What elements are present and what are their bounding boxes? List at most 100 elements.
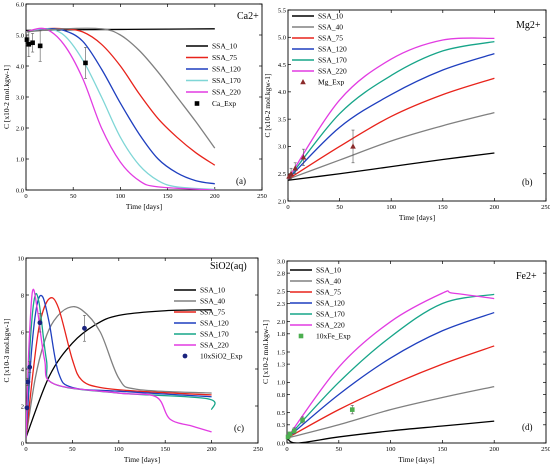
y-tick-label: 3.0 [278,144,286,151]
y-tick-label: 2.0 [16,125,24,132]
plot-frame [25,257,259,444]
series-line-ssa_220 [287,290,495,439]
series-line-unnamed [26,27,216,149]
legend-label: SSA_220 [212,88,241,97]
legend-label: SSA_120 [316,299,345,308]
y-tick-label: 4.0 [16,63,24,70]
legend-label: SSA_75 [212,53,237,62]
legend-label: SSA_220 [316,321,345,330]
legend-label: SSA_40 [200,297,225,306]
series-line-ssa_170 [26,28,215,190]
y-tick-label: 0.3 [277,422,285,429]
y-tick-label: 3.0 [16,94,24,101]
legend-label: SSA_10 [212,42,237,51]
legend: SSA_10 SSA_40 SSA_75 SSA_120 SSA_170 SSA_220 M… [292,12,347,87]
y-axis-label: C [x10-2 mol.kgw-1] [263,74,272,138]
series-line-ssa_220 [26,288,212,438]
legend-label: SSA_170 [316,310,345,319]
x-tick-label: 150 [438,204,448,211]
legend-marker [194,101,200,106]
x-tick-label: 0 [285,446,288,453]
legend-label: SSA_170 [212,76,241,85]
panel-tag: (b) [522,177,533,187]
series-line-ssa_120 [26,27,215,185]
species-label: SiO2(aq) [210,261,247,272]
legend-label: SSA_120 [200,319,229,328]
y-axis-label: C [x10-2 mol.kgw-1] [261,320,270,384]
y-tick-label: 4.0 [278,89,286,96]
y-tick-label: 0.0 [16,187,24,194]
exp-point [286,173,292,179]
legend-label: SSA_75 [200,308,225,317]
x-tick-label: 100 [386,204,396,211]
legend-label: SSA_75 [318,34,343,43]
legend-label: SSA_120 [318,45,347,54]
legend-label: SSA_220 [318,67,347,76]
panel-tag: (d) [522,422,533,432]
x-tick-label: 0 [24,446,27,453]
plot-frame [25,3,263,191]
series-line-ssa_170 [288,41,495,180]
x-tick-label: 100 [116,193,126,200]
y-tick-label: 2 [21,403,24,410]
x-tick-label: 50 [69,446,76,453]
series-line-ssa_75 [288,77,495,180]
series-line-ssa_75 [26,27,216,166]
legend-label: SSA_75 [316,288,341,297]
x-tick-label: 250 [257,193,267,200]
exp-point [349,407,355,412]
exp-point [83,60,88,66]
y-tick-label: 5.0 [16,32,24,39]
exp-point [27,364,33,370]
species-label: Mg2+ [516,20,541,31]
species-label: Ca2+ [237,11,259,22]
panel-tag: (c) [234,423,244,433]
x-tick-label: 100 [386,446,396,453]
chart-panel-2: 0 50 100 150 200 250 0 2 4 6 8 10 Time [days] C [x10-… [2,255,263,464]
legend-label: SSA_120 [212,65,241,74]
x-tick-label: 200 [207,446,217,453]
series-line-ssa_220 [26,27,215,190]
legend-label: SSA_40 [318,23,343,32]
y-tick-label: 4 [21,366,25,373]
x-tick-label: 100 [114,446,124,453]
legend-label: 10xSiO2_Exp [200,352,243,361]
exp-point [24,37,30,42]
exp-point [300,417,305,423]
y-tick-label: 1.8 [277,331,285,338]
exp-point [25,379,31,385]
x-tick-label: 0 [24,193,27,200]
exp-point [300,154,307,160]
x-axis-label: Time [days] [398,455,434,464]
x-tick-label: 250 [541,446,550,453]
chart-panel-1: 0 50 100 150 200 250 2.0 2.5 3.0 3.5 4.0 4.5 5.0 5.5 T… [263,7,550,222]
series-group [26,288,216,438]
series-line-ssa_220 [288,37,495,180]
exp-point [24,405,30,411]
plot-frame [287,9,547,202]
legend-marker [300,79,306,85]
x-tick-label: 200 [210,193,220,200]
chart-panel-0: 0 50 100 150 200 250 0.0 1.0 2.0 3.0 4.0 5.0 6.0 Time… [2,1,267,211]
y-tick-label: 3.5 [278,116,286,123]
legend: SSA_10 SSA_40 SSA_75 SSA_120 SSA_170 SSA_220 1… [174,286,243,361]
x-tick-label: 50 [336,446,343,453]
exp-point [30,40,35,46]
y-tick-label: 0.0 [277,440,285,447]
y-tick-label: 4.5 [278,62,286,69]
y-tick-label: 2.3 [277,301,285,308]
exp-point [285,434,291,440]
exp-point [287,431,293,437]
y-tick-label: 2.0 [278,198,286,205]
x-tick-label: 50 [336,204,343,211]
y-tick-label: 1.0 [16,156,24,163]
legend: SSA_10 SSA_75 SSA_120 SSA_170 SSA_220 Ca_Exp [186,42,241,108]
legend-label: SSA_170 [200,330,229,339]
x-tick-label: 250 [253,446,263,453]
x-tick-label: 50 [70,193,77,200]
x-axis-label: Time [days] [399,213,435,222]
series-line-ssa_40 [287,385,495,439]
y-tick-label: 8 [21,292,24,299]
series-line-ssa_10 [287,420,495,443]
exp-point [292,165,299,171]
